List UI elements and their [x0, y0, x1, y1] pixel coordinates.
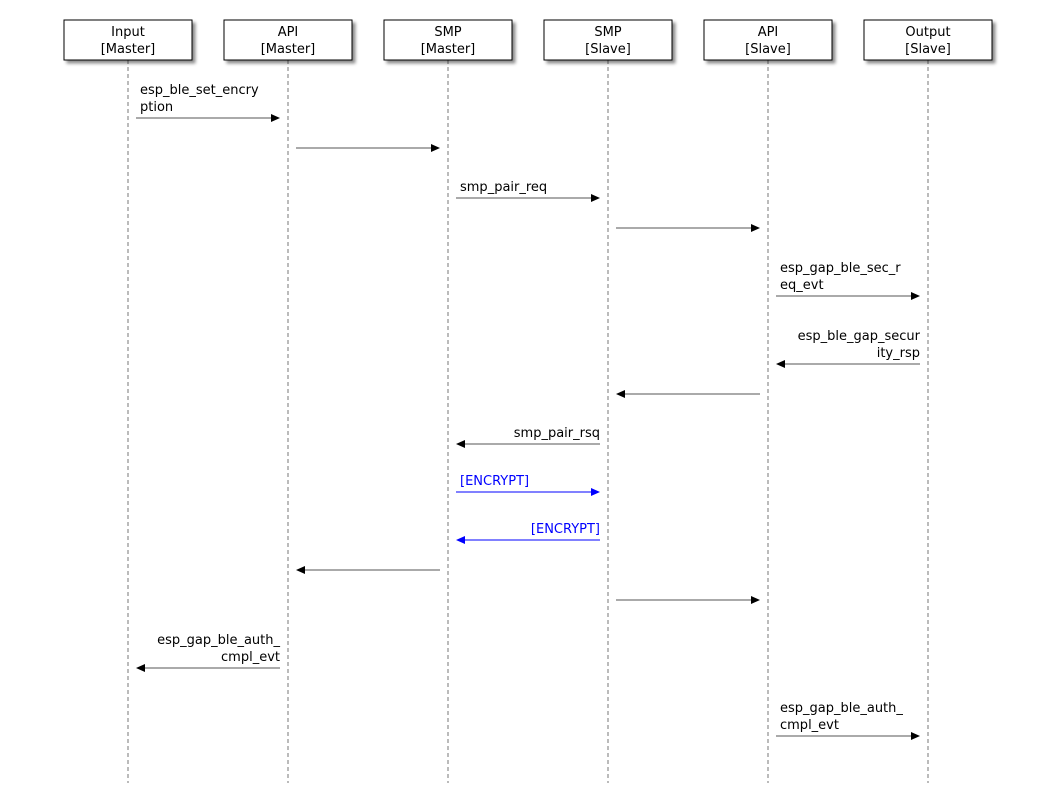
message-label: cmpl_evt: [780, 718, 839, 733]
actor-box: SMP [Slave]: [543, 19, 673, 61]
arrowhead-icon: [591, 194, 600, 202]
actor-label: [Slave]: [585, 42, 631, 57]
message-label: smp_pair_rsq: [514, 426, 600, 441]
message-label: ity_rsp: [877, 346, 920, 361]
message-label: eq_evt: [780, 278, 824, 293]
arrowhead-icon: [616, 390, 625, 398]
arrowhead-icon: [271, 114, 280, 122]
actor-label: Output: [905, 25, 950, 40]
message: [ENCRYPT]: [456, 522, 600, 544]
actor-box-frame: [63, 19, 193, 61]
message: [296, 144, 440, 152]
actor-box-frame: [223, 19, 353, 61]
arrowhead-icon: [431, 144, 440, 152]
actor-box-frame: [543, 19, 673, 61]
arrowhead-icon: [751, 596, 760, 604]
message-label: [ENCRYPT]: [531, 522, 600, 537]
actor-box: Input [Master]: [63, 19, 193, 61]
actor-label: [Slave]: [905, 42, 951, 57]
actor-label: [Slave]: [745, 42, 791, 57]
actor-box-frame: [703, 19, 833, 61]
message: [ENCRYPT]: [456, 474, 600, 496]
actor-label: [Master]: [101, 42, 156, 57]
actor-box: API [Master]: [223, 19, 353, 61]
message-label: [ENCRYPT]: [460, 474, 529, 489]
message-label: smp_pair_req: [460, 180, 547, 195]
message-label: esp_gap_ble_sec_r: [780, 261, 901, 276]
message: esp_ble_gap_secur ity_rsp: [776, 329, 921, 368]
message-label: esp_gap_ble_auth_: [780, 701, 903, 716]
arrowhead-icon: [911, 732, 920, 740]
arrowhead-icon: [911, 292, 920, 300]
actor-label: [Master]: [421, 42, 476, 57]
actor-box-frame: [383, 19, 513, 61]
arrowhead-icon: [136, 664, 145, 672]
message: [616, 224, 760, 232]
arrowhead-icon: [296, 566, 305, 574]
actor-label: SMP: [434, 25, 461, 40]
message: esp_gap_ble_auth_ cmpl_evt: [776, 701, 920, 740]
message: [616, 596, 760, 604]
message-label: esp_ble_gap_secur: [798, 329, 921, 344]
message-label: ption: [140, 100, 173, 115]
message-label: esp_ble_set_encry: [140, 83, 259, 98]
actor-box: API [Slave]: [703, 19, 833, 61]
message-label: esp_gap_ble_auth_: [157, 633, 280, 648]
actor-label: API: [278, 25, 299, 40]
message: [296, 566, 440, 574]
actor-box-frame: [863, 19, 993, 61]
actor-box: SMP [Master]: [383, 19, 513, 61]
arrowhead-icon: [751, 224, 760, 232]
actor-label: [Master]: [261, 42, 316, 57]
actor-label: API: [758, 25, 779, 40]
arrowhead-icon: [776, 360, 785, 368]
arrowhead-icon: [591, 488, 600, 496]
message: smp_pair_rsq: [456, 426, 600, 448]
message: [616, 390, 760, 398]
arrowhead-icon: [456, 440, 465, 448]
actor-label: SMP: [594, 25, 621, 40]
arrowhead-icon: [456, 536, 465, 544]
message: esp_gap_ble_auth_ cmpl_evt: [136, 633, 280, 672]
actor-label: Input: [111, 25, 145, 40]
message: smp_pair_req: [456, 180, 600, 202]
actor-box: Output [Slave]: [863, 19, 993, 61]
message: esp_gap_ble_sec_r eq_evt: [776, 261, 920, 300]
message-label: cmpl_evt: [221, 650, 280, 665]
